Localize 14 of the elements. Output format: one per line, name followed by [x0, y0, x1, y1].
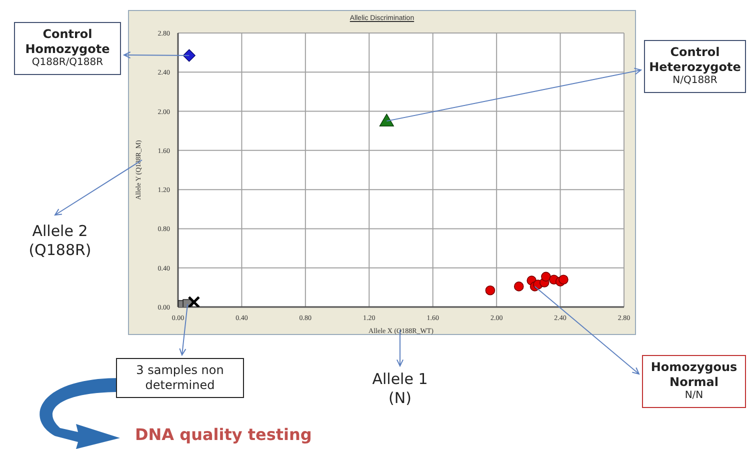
point — [188, 296, 200, 307]
point — [182, 49, 196, 62]
annotation: Homozygous Normal N/N — [650, 360, 738, 402]
text: DNA quality testing — [135, 425, 313, 445]
point — [485, 285, 496, 296]
text: Allele 2 (Q188R) — [28, 222, 92, 260]
point — [541, 272, 551, 282]
annotation: Control Homozygote Q188R/Q188R — [24, 27, 111, 70]
annotation: 3 samples non determined — [135, 363, 225, 393]
point — [379, 114, 394, 126]
text: Allele 1 (N) — [371, 370, 429, 408]
point — [514, 282, 524, 292]
point — [558, 274, 568, 284]
annotation: Control Heterozygote N/Q188R — [648, 45, 742, 88]
